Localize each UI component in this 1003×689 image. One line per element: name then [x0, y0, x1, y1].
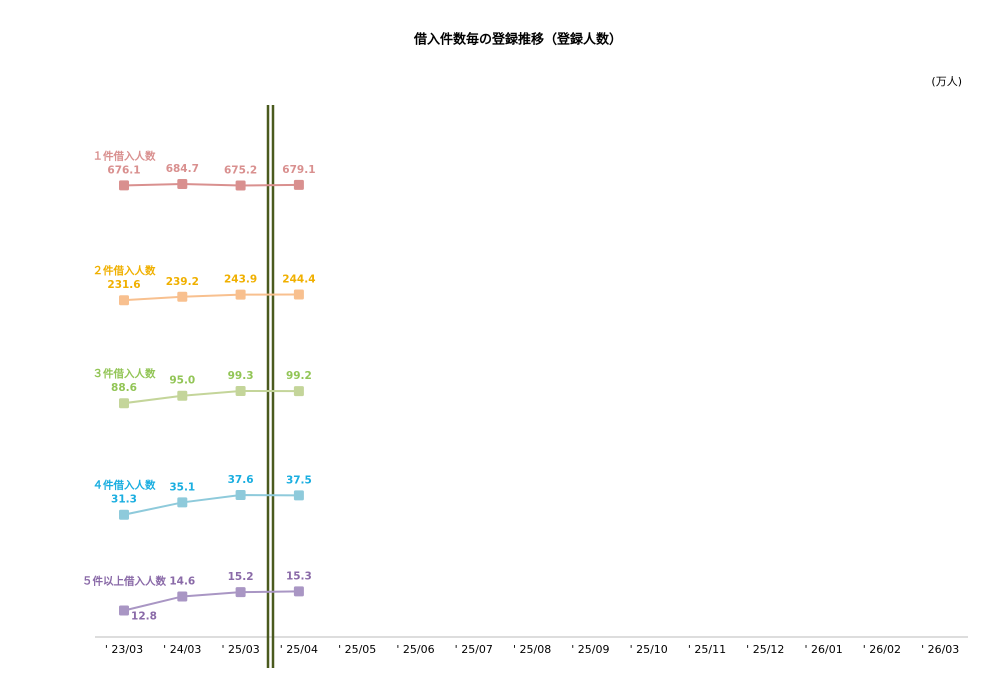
data-label: 231.6	[107, 279, 140, 291]
x-tick-label: ' 26/03	[921, 643, 959, 656]
marker	[293, 586, 304, 597]
data-label: 99.2	[286, 370, 312, 382]
marker	[177, 291, 188, 302]
series-label: ３件借入人数	[93, 367, 156, 380]
chart-title: 借入件数毎の登録推移（登録人数）	[413, 32, 622, 48]
marker	[293, 386, 304, 397]
marker	[235, 180, 246, 191]
series-line	[123, 494, 299, 516]
marker	[293, 289, 304, 300]
data-label: 239.2	[166, 276, 199, 288]
data-label: 684.7	[166, 163, 199, 175]
data-label: 676.1	[107, 164, 140, 176]
marker	[235, 289, 246, 300]
data-label: 35.1	[169, 481, 195, 493]
data-label: 37.5	[286, 474, 312, 486]
marker	[177, 497, 188, 508]
marker	[177, 390, 188, 401]
marker	[235, 385, 246, 396]
series-label: １件借入人数	[93, 149, 156, 162]
data-label: 243.9	[224, 274, 257, 286]
series-line	[123, 389, 299, 405]
series-label: ２件借入人数	[93, 264, 156, 277]
x-tick-label: ' 25/07	[455, 643, 493, 656]
x-tick-label: ' 25/10	[630, 643, 668, 656]
marker	[177, 591, 188, 602]
marker	[235, 587, 246, 598]
marker	[177, 179, 188, 190]
x-tick-label: ' 25/09	[571, 643, 609, 656]
series-label: ５件以上借入人数	[82, 575, 166, 588]
x-tick-label: ' 25/12	[746, 643, 784, 656]
x-tick-label: ' 24/03	[163, 643, 201, 656]
marker	[119, 605, 129, 616]
marker	[119, 509, 129, 520]
data-label: 675.2	[224, 165, 257, 177]
x-tick-label: ' 25/05	[338, 643, 376, 656]
marker	[293, 490, 304, 501]
marker	[235, 490, 246, 501]
x-tick-label: ' 23/03	[105, 643, 143, 656]
x-tick-label: ' 25/06	[396, 643, 434, 656]
data-label: 95.0	[169, 375, 195, 387]
marker	[119, 295, 129, 306]
x-tick-label: ' 26/02	[863, 643, 901, 656]
data-label: 99.3	[228, 370, 254, 382]
x-tick-label: ' 25/04	[280, 643, 318, 656]
data-label: 14.6	[169, 575, 195, 587]
series-line	[123, 590, 299, 612]
data-label: 37.6	[228, 474, 254, 486]
data-label: 679.1	[282, 164, 315, 176]
series-label: ４件借入人数	[93, 479, 156, 492]
marker	[293, 179, 304, 190]
marker	[119, 180, 129, 191]
x-tick-label: ' 25/11	[688, 643, 726, 656]
series-line	[123, 183, 299, 187]
series-line	[123, 293, 299, 302]
data-label: 88.6	[111, 382, 137, 394]
x-tick-label: ' 26/01	[804, 643, 842, 656]
x-tick-label: ' 25/08	[513, 643, 551, 656]
data-label: 31.3	[111, 494, 137, 506]
x-tick-label: ' 25/03	[221, 643, 259, 656]
data-label: 15.2	[228, 571, 254, 583]
marker	[119, 398, 129, 409]
data-label: 15.3	[286, 570, 312, 582]
data-label: 244.4	[282, 273, 315, 285]
data-label: 12.8	[131, 611, 157, 623]
unit-label: (万人)	[931, 75, 962, 88]
